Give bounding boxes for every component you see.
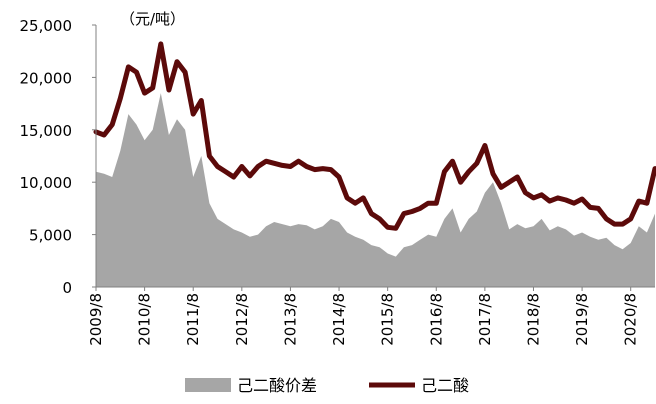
x-tick-label: 2020/8 [622, 293, 640, 346]
y-tick-label: 15,000 [20, 122, 73, 140]
legend-swatch-spread [185, 378, 231, 392]
x-tick-label: 2011/8 [184, 293, 202, 346]
y-tick-label: 5,000 [29, 227, 72, 245]
y-tick-label: 25,000 [20, 17, 73, 35]
x-tick-label: 2019/8 [573, 293, 591, 346]
x-tick-labels: 2009/8 2010/8 2011/8 2012/8 2013/8 2014/8 2015… [87, 293, 640, 346]
series-area-spread [96, 93, 655, 287]
legend: 己二酸价差 己二酸 [185, 376, 469, 395]
x-axis [95, 286, 655, 291]
x-tick-label: 2018/8 [524, 293, 542, 346]
x-tick-label: 2014/8 [330, 293, 348, 346]
x-tick-label: 2012/8 [233, 293, 251, 346]
x-tick-label: 2017/8 [476, 293, 494, 346]
y-tick-label: 10,000 [20, 174, 73, 192]
y-tick-labels: 0 5,000 10,000 15,000 20,000 25,000 [20, 17, 73, 297]
y-tick-label: 20,000 [20, 69, 73, 87]
x-tick-label: 2010/8 [136, 293, 154, 346]
x-tick-label: 2016/8 [427, 293, 445, 346]
y-axis [92, 24, 97, 288]
series-line-price [93, 41, 656, 231]
x-tick-label: 2015/8 [379, 293, 397, 346]
legend-label-spread: 己二酸价差 [237, 376, 317, 395]
legend-label-price: 己二酸 [421, 376, 469, 395]
y-tick-label: 0 [62, 279, 72, 297]
unit-label: （元/吨） [120, 10, 185, 28]
plot-area [93, 41, 656, 287]
x-tick-label: 2013/8 [281, 293, 299, 346]
x-tick-label: 2009/8 [87, 293, 105, 346]
